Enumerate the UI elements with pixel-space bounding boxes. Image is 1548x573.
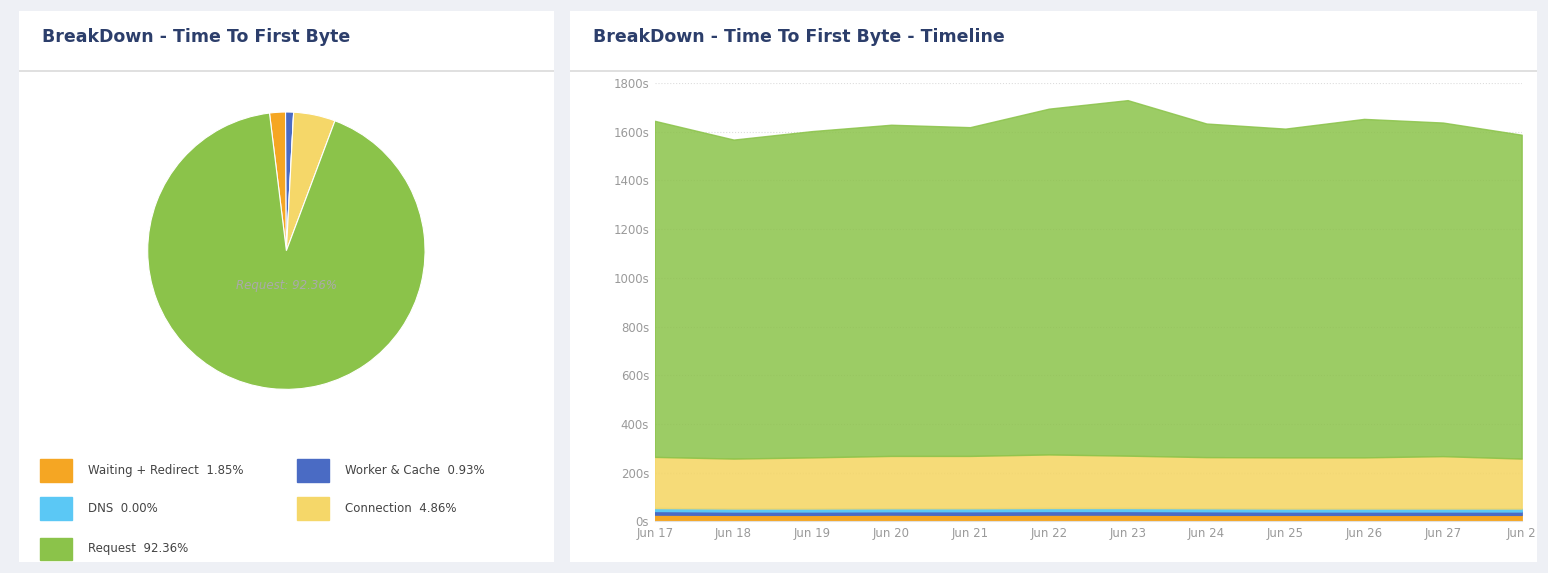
Text: DNS  0.00%: DNS 0.00% (88, 502, 158, 515)
Text: BreakDown - Time To First Byte: BreakDown - Time To First Byte (42, 28, 350, 46)
Wedge shape (147, 113, 426, 389)
Wedge shape (285, 112, 294, 251)
Text: Request: 92.36%: Request: 92.36% (235, 279, 337, 292)
Wedge shape (286, 112, 294, 251)
FancyBboxPatch shape (40, 537, 73, 560)
FancyBboxPatch shape (297, 460, 330, 482)
Wedge shape (269, 112, 286, 251)
FancyBboxPatch shape (40, 497, 73, 520)
Text: Worker & Cache  0.93%: Worker & Cache 0.93% (345, 464, 485, 477)
Text: Waiting + Redirect  1.85%: Waiting + Redirect 1.85% (88, 464, 243, 477)
Text: BreakDown - Time To First Byte - Timeline: BreakDown - Time To First Byte - Timelin… (593, 28, 1005, 46)
FancyBboxPatch shape (40, 460, 73, 482)
Text: Request  92.36%: Request 92.36% (88, 543, 189, 555)
FancyBboxPatch shape (297, 497, 330, 520)
Text: Connection  4.86%: Connection 4.86% (345, 502, 457, 515)
Wedge shape (286, 112, 334, 251)
